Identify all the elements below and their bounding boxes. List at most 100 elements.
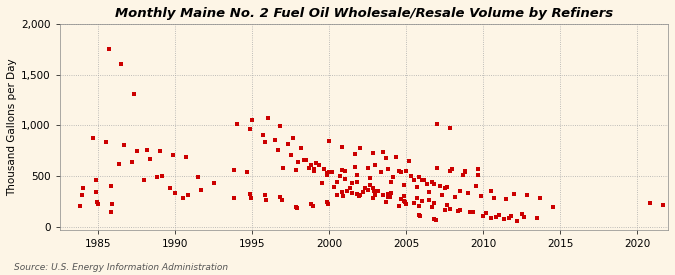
Point — [493, 213, 504, 217]
Point — [401, 202, 412, 206]
Point — [645, 201, 655, 205]
Point — [401, 169, 412, 174]
Point — [354, 192, 365, 197]
Point — [416, 199, 427, 203]
Point — [261, 198, 272, 202]
Point — [229, 168, 240, 172]
Point — [334, 173, 345, 178]
Point — [472, 172, 483, 177]
Point — [532, 216, 543, 220]
Point — [314, 163, 325, 167]
Point — [491, 215, 502, 219]
Point — [522, 192, 533, 197]
Point — [106, 210, 117, 214]
Point — [437, 192, 448, 197]
Point — [283, 142, 294, 146]
Point — [347, 191, 358, 195]
Point — [391, 155, 402, 160]
Point — [388, 174, 399, 179]
Point — [290, 168, 301, 173]
Point — [337, 189, 348, 194]
Point — [316, 180, 327, 185]
Point — [418, 177, 429, 182]
Point — [411, 196, 422, 200]
Point — [511, 219, 522, 223]
Point — [385, 191, 396, 195]
Point — [442, 185, 453, 189]
Point — [396, 197, 406, 201]
Point — [357, 189, 368, 194]
Point — [183, 192, 194, 197]
Point — [347, 180, 358, 185]
Point — [308, 167, 319, 172]
Point — [229, 196, 240, 200]
Point — [101, 139, 111, 144]
Point — [481, 211, 491, 215]
Point — [445, 169, 456, 174]
Point — [329, 185, 340, 189]
Point — [458, 172, 468, 177]
Point — [144, 157, 155, 161]
Point — [406, 173, 416, 178]
Point — [367, 196, 378, 200]
Point — [178, 196, 188, 200]
Point — [393, 204, 404, 208]
Point — [431, 166, 442, 170]
Point — [323, 202, 333, 206]
Point — [501, 197, 512, 201]
Point — [170, 191, 181, 195]
Point — [385, 179, 396, 184]
Point — [504, 216, 514, 220]
Point — [103, 47, 114, 51]
Point — [337, 168, 348, 172]
Point — [509, 192, 520, 196]
Point — [383, 192, 394, 196]
Point — [462, 191, 473, 195]
Point — [380, 156, 391, 161]
Point — [460, 169, 470, 174]
Point — [126, 160, 137, 164]
Point — [321, 200, 332, 204]
Point — [485, 216, 496, 220]
Point — [408, 201, 419, 205]
Point — [293, 160, 304, 164]
Point — [180, 155, 191, 160]
Point — [303, 166, 314, 170]
Point — [365, 182, 376, 187]
Point — [431, 122, 442, 127]
Point — [350, 152, 360, 156]
Point — [193, 174, 204, 179]
Point — [447, 167, 458, 172]
Point — [75, 204, 86, 209]
Point — [78, 185, 88, 190]
Point — [475, 194, 486, 198]
Point — [414, 174, 425, 179]
Point — [244, 127, 255, 131]
Point — [319, 167, 329, 172]
Point — [365, 175, 376, 180]
Point — [429, 201, 440, 205]
Title: Monthly Maine No. 2 Fuel Oil Wholesale/Resale Volume by Refiners: Monthly Maine No. 2 Fuel Oil Wholesale/R… — [115, 7, 613, 20]
Point — [275, 124, 286, 128]
Point — [260, 192, 271, 197]
Point — [547, 205, 558, 209]
Point — [657, 203, 668, 207]
Point — [427, 179, 437, 184]
Point — [360, 185, 371, 190]
Point — [396, 170, 406, 175]
Point — [88, 136, 99, 141]
Point — [354, 146, 365, 150]
Point — [352, 172, 363, 177]
Point — [306, 202, 317, 206]
Point — [270, 138, 281, 142]
Point — [157, 174, 168, 178]
Point — [445, 207, 456, 211]
Point — [519, 215, 530, 219]
Point — [277, 166, 288, 170]
Point — [442, 203, 453, 207]
Point — [306, 163, 317, 167]
Point — [165, 186, 176, 190]
Point — [421, 182, 432, 186]
Point — [375, 170, 386, 175]
Point — [488, 196, 499, 200]
